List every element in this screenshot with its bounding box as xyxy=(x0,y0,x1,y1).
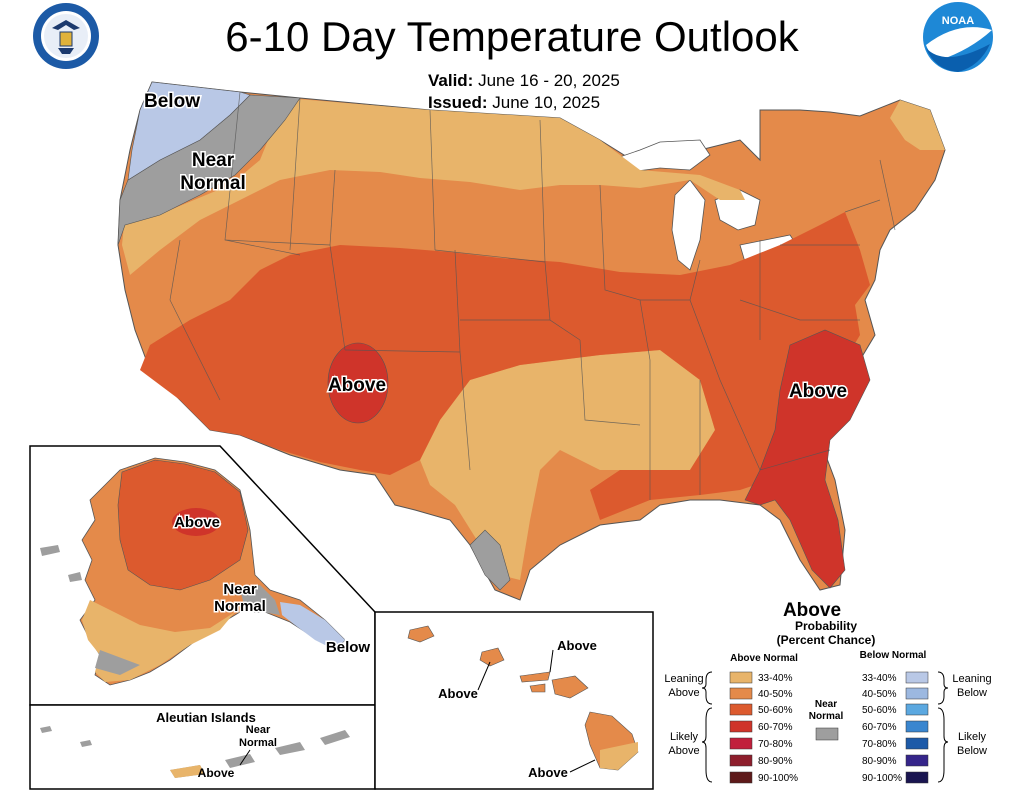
label-near-normal-northwest-1: Near xyxy=(192,150,235,171)
legend-likely-below-2: Below xyxy=(957,745,987,757)
legend-above-swatch-2 xyxy=(729,703,753,716)
legend-above-swatch-0 xyxy=(729,671,753,684)
legend-below-swatch-2 xyxy=(905,703,929,716)
zone-below-33-40-northwest xyxy=(127,81,251,181)
legend-above-range-6: 90-100% xyxy=(758,773,798,784)
label-above-gulf: Above xyxy=(783,600,841,621)
zone-above-33-40-northeast xyxy=(890,100,945,150)
zone-above-50-60-central xyxy=(140,212,870,520)
aleutian-leader-line xyxy=(239,749,251,766)
legend-below-header: Below Normal xyxy=(860,650,927,661)
issued-date: June 10, 2025 xyxy=(492,93,601,112)
legend-below-swatch-6 xyxy=(905,771,929,784)
aleutian-label-above: Above xyxy=(198,766,235,780)
legend-below-swatch-3 xyxy=(905,720,929,733)
legend-below-range-0: 33-40% xyxy=(862,673,897,684)
legend-title-1: Probability xyxy=(795,619,857,633)
aleutian-label-near-2: Normal xyxy=(239,737,277,749)
label-near-normal-northwest-2: Normal xyxy=(180,173,245,194)
legend-above-swatch-5 xyxy=(729,754,753,767)
legend-brace-likely-below xyxy=(937,707,949,783)
legend-above-range-2: 50-60% xyxy=(758,705,793,716)
label-above-southwest: Above xyxy=(328,375,386,396)
aleutian-zone-above xyxy=(170,765,205,778)
zone-above-33-40-north xyxy=(122,98,745,275)
legend-swatch-near-normal xyxy=(815,727,839,741)
legend-leaning-below-2: Below xyxy=(957,687,987,699)
hawaii-zone-above-33-40 xyxy=(600,742,638,770)
legend-below-range-6: 90-100% xyxy=(862,773,902,784)
alaska-label-near-1: Near xyxy=(223,581,257,598)
legend-below-rows: 33-40% 40-50% 50-60% 60-70% 70-80% 80-90% 90-1… xyxy=(862,671,929,784)
legend-leaning-above-2: Above xyxy=(668,687,699,699)
aleutian-label-near-1: Near xyxy=(246,724,271,736)
hawaii-leader-lines xyxy=(477,649,596,773)
legend-likely-below-1: Likely xyxy=(958,731,987,743)
aleutian-title: Aleutian Islands xyxy=(156,710,256,725)
legend-below-range-5: 80-90% xyxy=(862,756,897,767)
legend-above-range-3: 60-70% xyxy=(758,722,793,733)
legend-above-swatch-1 xyxy=(729,687,753,700)
issued-line: Issued: June 10, 2025 xyxy=(428,92,600,113)
issued-label: Issued: xyxy=(428,93,488,112)
legend-leaning-below-1: Leaning xyxy=(952,673,991,685)
legend-below-swatch-0 xyxy=(905,671,929,684)
legend-below-swatch-4 xyxy=(905,737,929,750)
aleutian-inset-frame xyxy=(29,704,376,790)
valid-dates: June 16 - 20, 2025 xyxy=(478,71,620,90)
valid-line: Valid: June 16 - 20, 2025 xyxy=(428,70,620,91)
alaska-label-above: Above xyxy=(174,514,220,531)
hawaii-label-above-maui: Above xyxy=(557,638,597,653)
alaska-zone-above-60-70 xyxy=(172,508,220,536)
legend-above-swatch-4 xyxy=(729,737,753,750)
legend-near-normal-2: Normal xyxy=(809,711,844,722)
legend-brace-likely-above xyxy=(701,707,713,783)
great-lakes xyxy=(603,139,801,271)
legend-above-rows: 33-40% 40-50% 50-60% 60-70% 70-80% 80-90% 90-1… xyxy=(729,671,798,784)
zone-above-33-40-texas xyxy=(420,350,715,580)
legend-above-range-0: 33-40% xyxy=(758,673,793,684)
zone-above-60-70-southwest xyxy=(327,342,389,424)
legend-title-2: (Percent Chance) xyxy=(777,633,876,647)
commerce-seal-icon xyxy=(33,3,99,69)
label-above-southeast: Above xyxy=(789,381,847,402)
legend-near-normal-1: Near xyxy=(815,699,837,710)
legend-below-range-2: 50-60% xyxy=(862,705,897,716)
legend: Probability (Percent Chance) Above Norma… xyxy=(664,619,991,784)
noaa-wordmark: NOAA xyxy=(942,15,974,27)
alaska-zone-near-normal xyxy=(240,585,280,615)
legend-above-range-1: 40-50% xyxy=(758,689,793,700)
legend-likely-above-1: Likely xyxy=(670,731,699,743)
alaska-label-below: Below xyxy=(326,639,371,656)
map-title: 6-10 Day Temperature Outlook xyxy=(225,13,799,60)
alaska-label-near-2: Normal xyxy=(214,598,266,615)
legend-above-range-5: 80-90% xyxy=(758,756,793,767)
zone-near-normal-south-texas xyxy=(469,529,511,591)
legend-below-swatch-1 xyxy=(905,687,929,700)
legend-above-swatch-6 xyxy=(729,771,753,784)
alaska-zone-below xyxy=(280,602,345,650)
legend-below-range-4: 70-80% xyxy=(862,739,897,750)
legend-above-swatch-3 xyxy=(729,720,753,733)
legend-below-range-1: 40-50% xyxy=(862,689,897,700)
legend-likely-above-2: Above xyxy=(668,745,699,757)
state-boundaries xyxy=(169,91,896,500)
hawaii-label-above-oahu: Above xyxy=(438,686,478,701)
noaa-logo-icon: NOAA xyxy=(923,2,993,72)
legend-brace-leaning-below xyxy=(937,671,949,705)
valid-label: Valid: xyxy=(428,71,474,90)
legend-above-header: Above Normal xyxy=(730,653,798,664)
legend-above-range-4: 70-80% xyxy=(758,739,793,750)
hawaii-label-above-big-island: Above xyxy=(528,765,568,780)
label-below-northwest: Below xyxy=(144,91,200,112)
legend-below-swatch-5 xyxy=(905,754,929,767)
legend-below-range-3: 60-70% xyxy=(862,722,897,733)
legend-leaning-above-1: Leaning xyxy=(664,673,703,685)
legend-brace-leaning-above xyxy=(701,671,713,705)
alaska-southwest-islands xyxy=(40,545,140,675)
